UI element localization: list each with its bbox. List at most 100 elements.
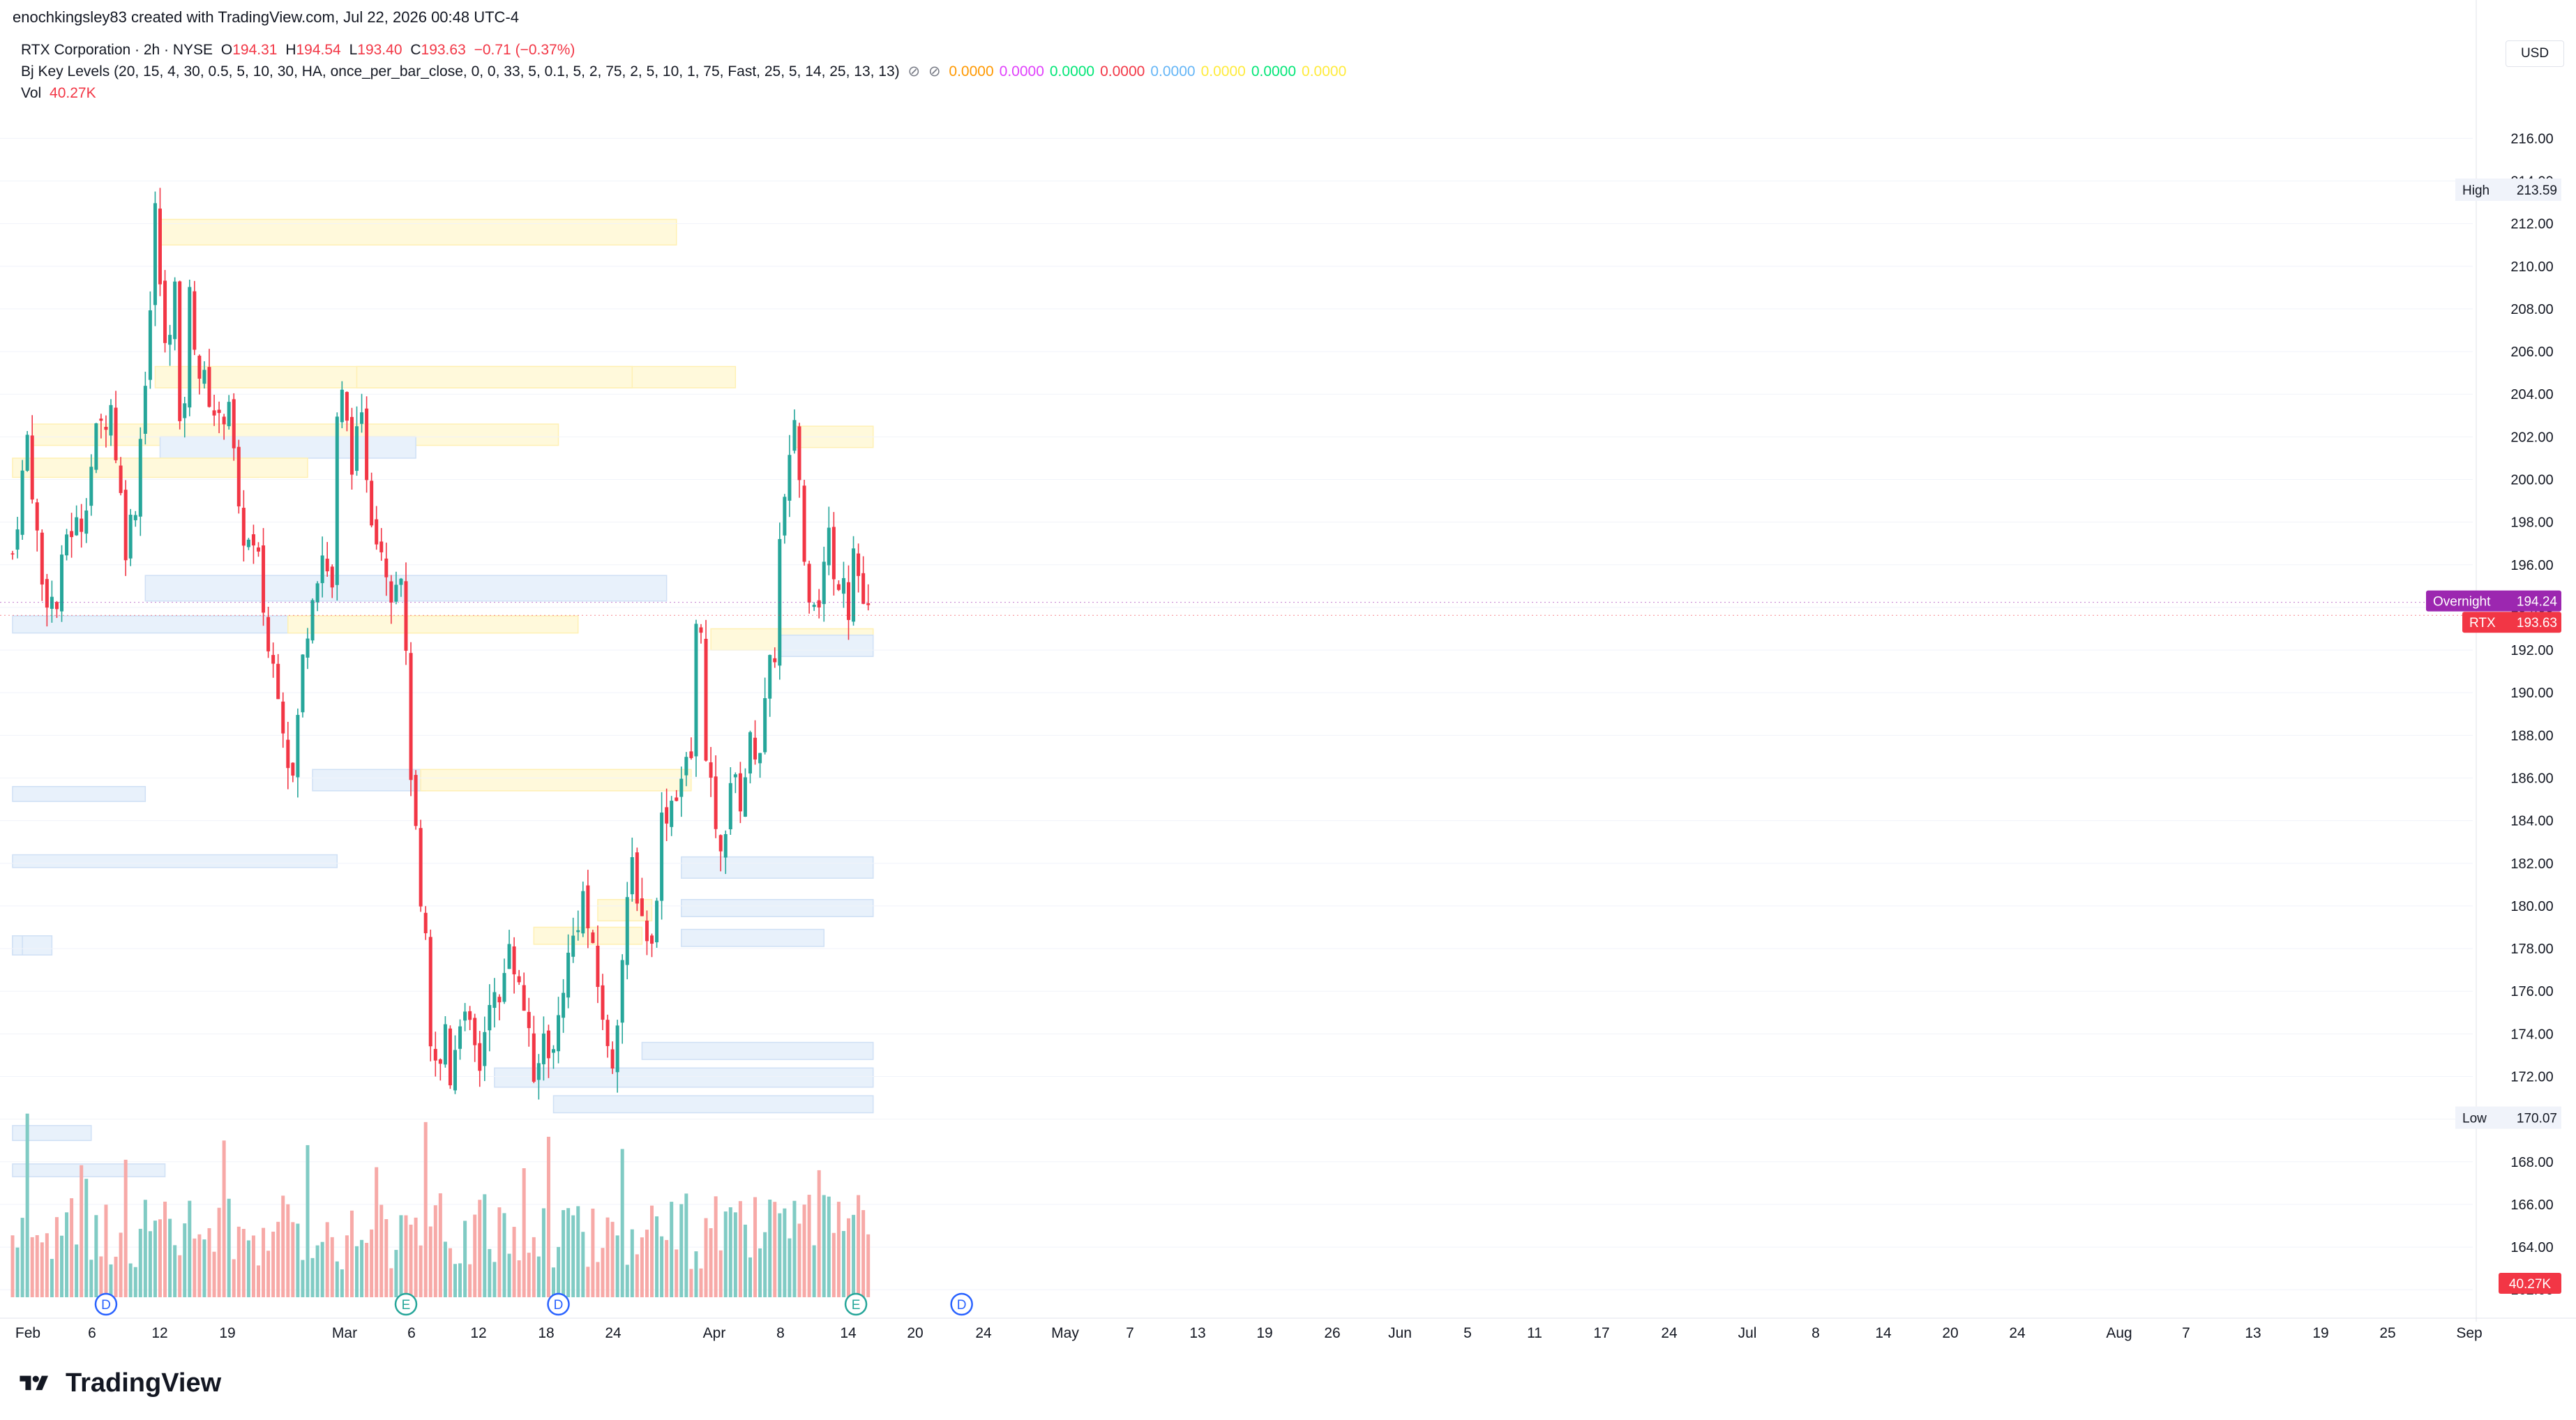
candle-body	[566, 952, 571, 998]
candle-body	[20, 470, 24, 535]
candle	[709, 746, 713, 797]
visibility-eye-icon[interactable]: ⊘	[907, 63, 921, 80]
x-tick-label-26: 14	[1875, 1325, 1892, 1341]
volume-bar	[365, 1243, 369, 1297]
candle-body	[468, 1011, 472, 1020]
volume-bar	[807, 1195, 811, 1297]
candle-body	[620, 960, 624, 1023]
volume-bar	[635, 1254, 639, 1297]
x-tick-label-16: 13	[1189, 1325, 1205, 1341]
volume-bar	[836, 1202, 841, 1297]
volume-bar	[699, 1268, 703, 1297]
volume-bar	[35, 1234, 39, 1297]
support-zone-26	[494, 1067, 874, 1088]
indicator-name[interactable]: Bj Key Levels (20, 15, 4, 30, 0.5, 5, 10…	[21, 63, 900, 80]
volume-bar	[409, 1224, 413, 1297]
candle	[153, 191, 157, 326]
candle	[699, 624, 703, 644]
candle	[370, 472, 374, 528]
candle	[812, 602, 816, 611]
candle-body	[773, 658, 777, 663]
volume-bar	[241, 1228, 246, 1297]
candle-body	[104, 427, 108, 430]
overnight-tag-value: 194.24	[2517, 595, 2558, 610]
candle	[733, 772, 737, 794]
volume-bar	[325, 1222, 329, 1297]
candle	[483, 1016, 487, 1082]
candle-body	[625, 897, 629, 965]
volume-bar	[99, 1256, 103, 1297]
candle	[266, 606, 271, 658]
indicator-value-1: 0.0000	[999, 63, 1044, 80]
candle	[315, 581, 319, 612]
volume-bar	[488, 1248, 492, 1297]
volume-bar	[419, 1245, 423, 1297]
high-tag: High 213.59	[2455, 179, 2561, 202]
candle	[763, 677, 767, 755]
x-tick-label-21: 11	[1527, 1325, 1542, 1341]
candle-body	[527, 1011, 531, 1029]
candle-body	[557, 1015, 561, 1052]
resistance-zone-2	[356, 365, 633, 388]
volume-bar	[320, 1241, 324, 1297]
symbol-name[interactable]: RTX Corporation · 2h · NYSE	[21, 42, 213, 58]
volume-bar	[458, 1263, 462, 1297]
y-tick-label-21: 174.00	[2510, 1027, 2553, 1042]
candle-body	[409, 653, 413, 780]
volume-bar	[797, 1223, 801, 1297]
candle	[188, 279, 192, 416]
candle-body	[497, 997, 502, 1003]
x-tick-label-22: 17	[1593, 1325, 1609, 1341]
candle-body	[296, 715, 300, 778]
candle	[109, 399, 113, 446]
candle-body	[286, 739, 290, 769]
y-tick-label-22: 172.00	[2510, 1070, 2553, 1085]
candle-body	[473, 1018, 477, 1045]
volume-bar	[10, 1235, 15, 1297]
candle-body	[207, 367, 211, 407]
overnight-tag: Overnight 194.24	[2426, 590, 2561, 612]
volume-legend-row[interactable]: Vol 40.27K	[21, 82, 1356, 104]
y-tick-label-2: 212.00	[2510, 217, 2553, 232]
x-tick-label-9: Apr	[703, 1325, 726, 1341]
candle-body	[831, 527, 836, 580]
volume-bar	[375, 1167, 379, 1297]
candle	[473, 1013, 477, 1062]
volume-bar	[728, 1207, 732, 1297]
volume-bar	[541, 1208, 545, 1297]
volume-bar	[84, 1179, 89, 1297]
symbol-legend-row[interactable]: RTX Corporation · 2h · NYSE O194.31 H194…	[21, 39, 1356, 61]
support-zone-29	[12, 1163, 166, 1177]
currency-button[interactable]: USD	[2506, 40, 2564, 67]
candle	[788, 435, 792, 518]
settings-gear-icon[interactable]: ⊘	[928, 63, 941, 80]
volume-bar	[148, 1231, 152, 1297]
volume-bar	[281, 1195, 285, 1297]
candle-body	[370, 481, 374, 526]
candle-body	[262, 545, 266, 613]
volume-bar	[758, 1248, 762, 1297]
candle	[257, 542, 260, 557]
y-tick-label-16: 184.00	[2510, 814, 2553, 829]
candle	[193, 280, 197, 356]
candle-body	[10, 553, 15, 554]
candle-body	[699, 627, 703, 633]
candle-body	[188, 287, 192, 408]
indicator-legend-row[interactable]: Bj Key Levels (20, 15, 4, 30, 0.5, 5, 10…	[21, 61, 1356, 82]
candle-body	[488, 1004, 492, 1031]
candle	[753, 720, 758, 765]
candle	[502, 958, 506, 1004]
volume-bar	[463, 1221, 467, 1297]
volume-bar	[591, 1208, 595, 1297]
volume-bar	[389, 1268, 393, 1297]
candle	[217, 401, 221, 434]
tradingview-branding[interactable]: TradingView	[13, 1368, 221, 1398]
volume-bar	[586, 1267, 590, 1297]
candle	[478, 1031, 482, 1087]
candle	[857, 543, 861, 593]
candle	[679, 766, 684, 817]
candle-body	[45, 579, 49, 608]
volume-bar	[773, 1202, 777, 1297]
time-axis: Feb 6 12 19 Mar 6 12 18 24 Apr 8 14 20 24 May 7 13 19 26 Ju…	[0, 1317, 2576, 1341]
